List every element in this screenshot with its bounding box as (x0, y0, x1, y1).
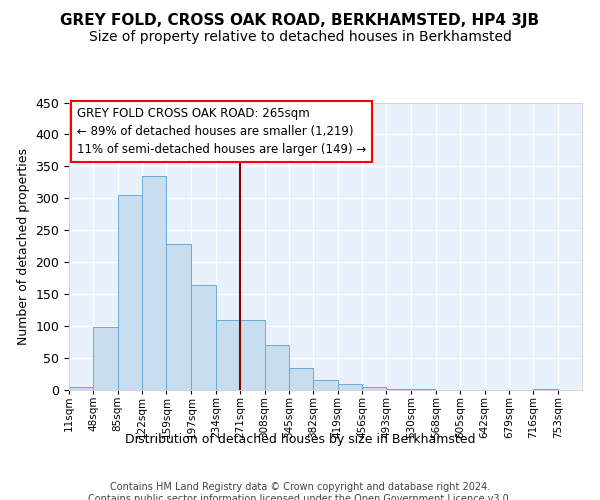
Bar (142, 176, 166, 390)
Text: GREY FOLD CROSS OAK ROAD: 265sqm
← 89% of detached houses are smaller (1,219)
11: GREY FOLD CROSS OAK ROAD: 265sqm ← 89% o… (77, 107, 366, 156)
Bar (362, 387, 386, 390)
Bar (265, 346, 289, 390)
Bar (240, 320, 265, 390)
Text: Contains HM Land Registry data © Crown copyright and database right 2024.
Contai: Contains HM Land Registry data © Crown c… (88, 482, 512, 500)
Bar (533, 388, 557, 390)
Bar (216, 320, 240, 390)
Bar (191, 284, 216, 390)
Bar (313, 380, 338, 390)
Text: GREY FOLD, CROSS OAK ROAD, BERKHAMSTED, HP4 3JB: GREY FOLD, CROSS OAK ROAD, BERKHAMSTED, … (61, 12, 539, 28)
Bar (94, 327, 118, 390)
Bar (338, 384, 362, 390)
Bar (166, 244, 191, 390)
Bar (386, 388, 411, 390)
Text: Size of property relative to detached houses in Berkhamsted: Size of property relative to detached ho… (89, 30, 511, 44)
Bar (118, 195, 142, 390)
Bar (69, 387, 94, 390)
Y-axis label: Number of detached properties: Number of detached properties (17, 148, 30, 345)
Bar (289, 368, 313, 390)
Text: Distribution of detached houses by size in Berkhamsted: Distribution of detached houses by size … (125, 432, 475, 446)
